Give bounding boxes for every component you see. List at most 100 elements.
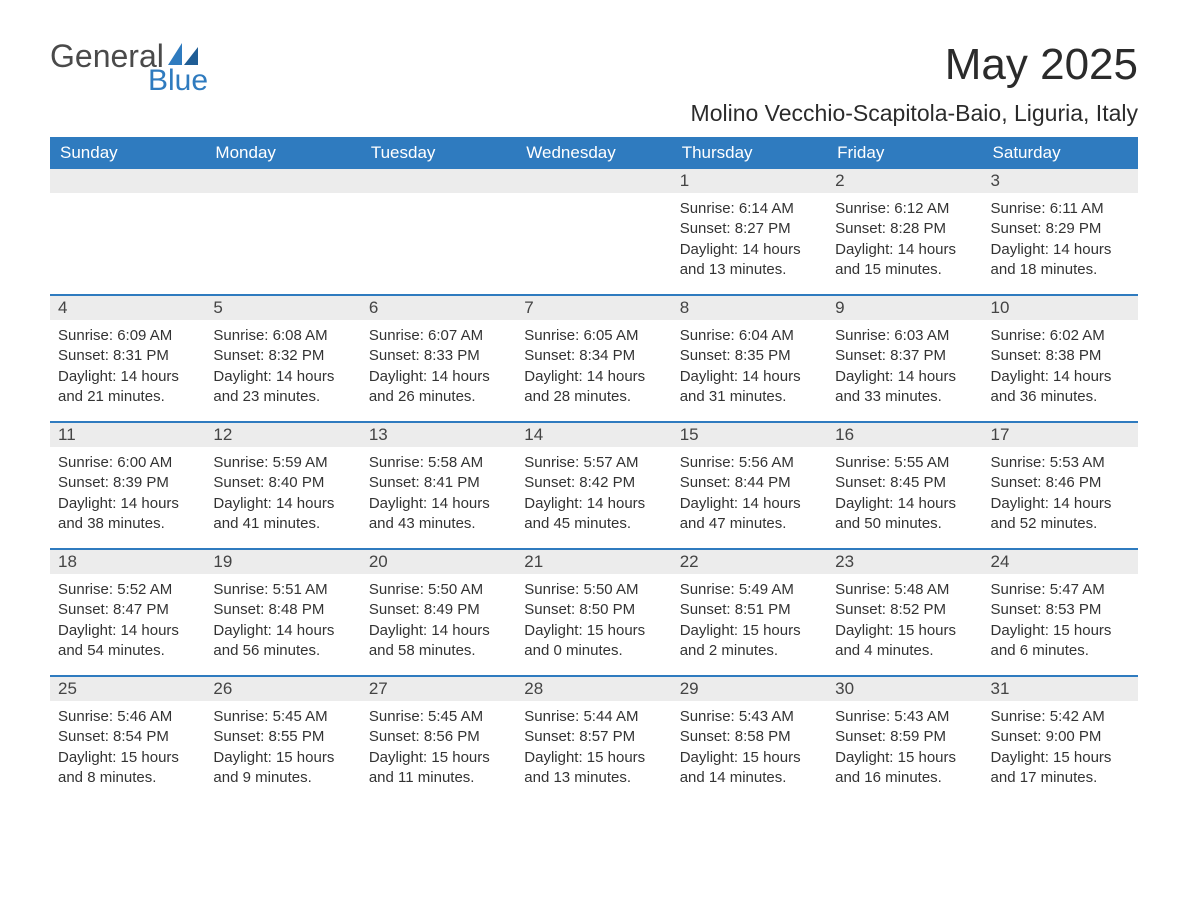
- daylight-text: Daylight: 14 hours and 50 minutes.: [835, 494, 974, 535]
- sunrise-text: Sunrise: 6:07 AM: [369, 326, 508, 346]
- day-number: 28: [516, 677, 671, 701]
- sunset-text: Sunset: 8:56 PM: [369, 727, 508, 747]
- day-cell: 15Sunrise: 5:56 AMSunset: 8:44 PMDayligh…: [672, 422, 827, 549]
- day-number: 10: [983, 296, 1138, 320]
- day-body: Sunrise: 5:57 AMSunset: 8:42 PMDaylight:…: [516, 447, 671, 548]
- daylight-text: Daylight: 15 hours and 2 minutes.: [680, 621, 819, 662]
- day-number: 8: [672, 296, 827, 320]
- day-cell: 2Sunrise: 6:12 AMSunset: 8:28 PMDaylight…: [827, 169, 982, 295]
- daylight-text: Daylight: 14 hours and 15 minutes.: [835, 240, 974, 281]
- day-number-empty: [516, 169, 671, 193]
- sunrise-text: Sunrise: 5:46 AM: [58, 707, 197, 727]
- daylight-text: Daylight: 14 hours and 45 minutes.: [524, 494, 663, 535]
- day-body-empty: [50, 193, 205, 293]
- day-number: 14: [516, 423, 671, 447]
- daylight-text: Daylight: 14 hours and 41 minutes.: [213, 494, 352, 535]
- col-saturday: Saturday: [983, 137, 1138, 169]
- sunrise-text: Sunrise: 5:57 AM: [524, 453, 663, 473]
- brand-word-1: General: [50, 40, 164, 72]
- sunrise-text: Sunrise: 5:43 AM: [680, 707, 819, 727]
- sunset-text: Sunset: 8:27 PM: [680, 219, 819, 239]
- daylight-text: Daylight: 14 hours and 18 minutes.: [991, 240, 1130, 281]
- day-number-empty: [50, 169, 205, 193]
- sunset-text: Sunset: 8:59 PM: [835, 727, 974, 747]
- day-number: 21: [516, 550, 671, 574]
- daylight-text: Daylight: 14 hours and 28 minutes.: [524, 367, 663, 408]
- day-body: Sunrise: 5:59 AMSunset: 8:40 PMDaylight:…: [205, 447, 360, 548]
- day-number: 13: [361, 423, 516, 447]
- day-cell: 31Sunrise: 5:42 AMSunset: 9:00 PMDayligh…: [983, 676, 1138, 802]
- week-row: 11Sunrise: 6:00 AMSunset: 8:39 PMDayligh…: [50, 422, 1138, 549]
- day-number: 16: [827, 423, 982, 447]
- sunset-text: Sunset: 8:47 PM: [58, 600, 197, 620]
- sunset-text: Sunset: 8:44 PM: [680, 473, 819, 493]
- daylight-text: Daylight: 15 hours and 9 minutes.: [213, 748, 352, 789]
- week-row: 1Sunrise: 6:14 AMSunset: 8:27 PMDaylight…: [50, 169, 1138, 295]
- day-cell: 13Sunrise: 5:58 AMSunset: 8:41 PMDayligh…: [361, 422, 516, 549]
- day-body: Sunrise: 6:04 AMSunset: 8:35 PMDaylight:…: [672, 320, 827, 421]
- day-body: Sunrise: 6:07 AMSunset: 8:33 PMDaylight:…: [361, 320, 516, 421]
- daylight-text: Daylight: 14 hours and 23 minutes.: [213, 367, 352, 408]
- day-body: Sunrise: 5:43 AMSunset: 8:59 PMDaylight:…: [827, 701, 982, 802]
- daylight-text: Daylight: 14 hours and 38 minutes.: [58, 494, 197, 535]
- day-cell: 12Sunrise: 5:59 AMSunset: 8:40 PMDayligh…: [205, 422, 360, 549]
- col-thursday: Thursday: [672, 137, 827, 169]
- day-number: 7: [516, 296, 671, 320]
- sunset-text: Sunset: 8:57 PM: [524, 727, 663, 747]
- daylight-text: Daylight: 15 hours and 4 minutes.: [835, 621, 974, 662]
- day-number: 12: [205, 423, 360, 447]
- day-body: Sunrise: 5:56 AMSunset: 8:44 PMDaylight:…: [672, 447, 827, 548]
- day-body: Sunrise: 6:11 AMSunset: 8:29 PMDaylight:…: [983, 193, 1138, 294]
- day-body-empty: [361, 193, 516, 293]
- day-number: 20: [361, 550, 516, 574]
- sunrise-text: Sunrise: 5:45 AM: [369, 707, 508, 727]
- daylight-text: Daylight: 15 hours and 11 minutes.: [369, 748, 508, 789]
- header: General Blue May 2025: [50, 40, 1138, 96]
- day-cell: 29Sunrise: 5:43 AMSunset: 8:58 PMDayligh…: [672, 676, 827, 802]
- day-body: Sunrise: 6:08 AMSunset: 8:32 PMDaylight:…: [205, 320, 360, 421]
- day-number: 5: [205, 296, 360, 320]
- sunset-text: Sunset: 8:52 PM: [835, 600, 974, 620]
- page-title: May 2025: [945, 40, 1138, 90]
- day-body: Sunrise: 5:53 AMSunset: 8:46 PMDaylight:…: [983, 447, 1138, 548]
- day-cell: 11Sunrise: 6:00 AMSunset: 8:39 PMDayligh…: [50, 422, 205, 549]
- sunset-text: Sunset: 8:41 PM: [369, 473, 508, 493]
- sunset-text: Sunset: 8:33 PM: [369, 346, 508, 366]
- day-number: 17: [983, 423, 1138, 447]
- calendar-table: Sunday Monday Tuesday Wednesday Thursday…: [50, 137, 1138, 802]
- day-number: 18: [50, 550, 205, 574]
- day-number-empty: [205, 169, 360, 193]
- day-number: 24: [983, 550, 1138, 574]
- day-number: 25: [50, 677, 205, 701]
- sunset-text: Sunset: 8:50 PM: [524, 600, 663, 620]
- day-cell: [361, 169, 516, 295]
- day-cell: 18Sunrise: 5:52 AMSunset: 8:47 PMDayligh…: [50, 549, 205, 676]
- day-body: Sunrise: 5:55 AMSunset: 8:45 PMDaylight:…: [827, 447, 982, 548]
- day-body: Sunrise: 5:50 AMSunset: 8:49 PMDaylight:…: [361, 574, 516, 675]
- daylight-text: Daylight: 14 hours and 36 minutes.: [991, 367, 1130, 408]
- day-body-empty: [205, 193, 360, 293]
- day-number: 4: [50, 296, 205, 320]
- brand-word-2: Blue: [148, 66, 208, 96]
- sunset-text: Sunset: 8:48 PM: [213, 600, 352, 620]
- day-number: 27: [361, 677, 516, 701]
- sunset-text: Sunset: 8:55 PM: [213, 727, 352, 747]
- daylight-text: Daylight: 14 hours and 52 minutes.: [991, 494, 1130, 535]
- sunset-text: Sunset: 8:39 PM: [58, 473, 197, 493]
- sunrise-text: Sunrise: 6:12 AM: [835, 199, 974, 219]
- day-cell: 16Sunrise: 5:55 AMSunset: 8:45 PMDayligh…: [827, 422, 982, 549]
- col-monday: Monday: [205, 137, 360, 169]
- day-cell: 9Sunrise: 6:03 AMSunset: 8:37 PMDaylight…: [827, 295, 982, 422]
- day-cell: 10Sunrise: 6:02 AMSunset: 8:38 PMDayligh…: [983, 295, 1138, 422]
- day-cell: 20Sunrise: 5:50 AMSunset: 8:49 PMDayligh…: [361, 549, 516, 676]
- sunset-text: Sunset: 9:00 PM: [991, 727, 1130, 747]
- day-cell: [516, 169, 671, 295]
- day-number: 31: [983, 677, 1138, 701]
- sunset-text: Sunset: 8:46 PM: [991, 473, 1130, 493]
- day-number: 22: [672, 550, 827, 574]
- daylight-text: Daylight: 15 hours and 16 minutes.: [835, 748, 974, 789]
- day-cell: [205, 169, 360, 295]
- day-number: 2: [827, 169, 982, 193]
- day-cell: 25Sunrise: 5:46 AMSunset: 8:54 PMDayligh…: [50, 676, 205, 802]
- daylight-text: Daylight: 15 hours and 0 minutes.: [524, 621, 663, 662]
